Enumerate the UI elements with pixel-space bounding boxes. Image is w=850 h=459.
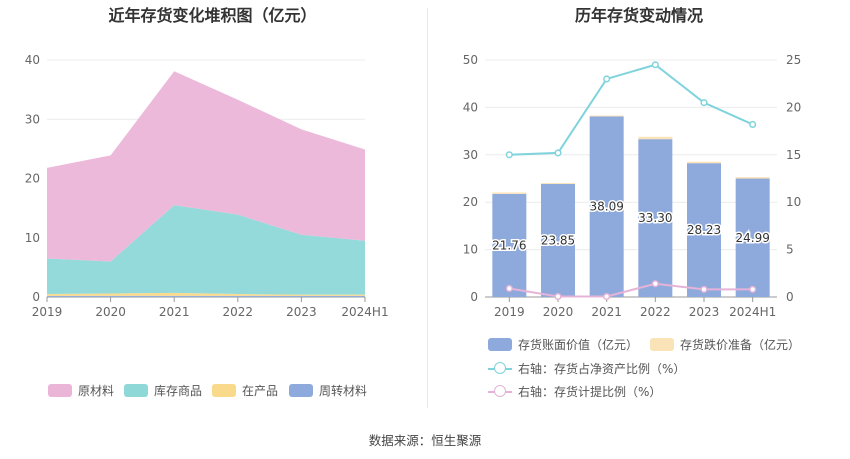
legend-item-raw-materials[interactable]: 原材料 bbox=[48, 382, 114, 399]
area-series-2 bbox=[47, 205, 365, 295]
legend-item-provision-ratio[interactable]: 右轴：存货计提比例（%） bbox=[488, 383, 661, 400]
right-y-tick-label: 40 bbox=[463, 100, 478, 114]
left-y-tick-label: 30 bbox=[25, 112, 40, 126]
right-y2-tick-label: 0 bbox=[786, 290, 794, 304]
legend-item-wip[interactable]: 在产品 bbox=[212, 382, 278, 399]
bar-book-value bbox=[589, 116, 624, 297]
legend-swatch bbox=[650, 338, 674, 351]
point-provision-ratio bbox=[651, 280, 659, 288]
right-y-tick-label: 30 bbox=[463, 148, 478, 162]
right-y-tick-label: 20 bbox=[463, 195, 478, 209]
point-provision-ratio bbox=[749, 285, 757, 293]
right-y2-tick-label: 15 bbox=[786, 148, 801, 162]
point-provision-ratio bbox=[554, 292, 562, 301]
point-net-asset-ratio bbox=[505, 151, 513, 159]
right-x-tick-label: 2020 bbox=[543, 305, 574, 319]
left-x-tick-label: 2022 bbox=[223, 305, 254, 319]
bar-book-value bbox=[492, 193, 527, 297]
left-x-tick-label: 2019 bbox=[32, 305, 63, 319]
bar-data-label: 23.85 bbox=[541, 233, 575, 247]
legend-label: 原材料 bbox=[78, 384, 115, 398]
legend-label: 周转材料 bbox=[319, 384, 368, 398]
right-y2-tick-label: 5 bbox=[786, 243, 794, 257]
point-net-asset-ratio bbox=[749, 120, 757, 129]
legend-line-swatch bbox=[488, 362, 512, 375]
legend-label: 存货账面价值（亿元） bbox=[518, 338, 639, 352]
bar-book-value bbox=[687, 163, 721, 297]
right-x-tick-label: 2023 bbox=[689, 305, 720, 319]
legend-swatch bbox=[289, 384, 313, 397]
right-y-tick-label: 10 bbox=[463, 243, 478, 257]
left-x-tick-label: 2020 bbox=[95, 305, 126, 319]
legend-label: 在产品 bbox=[242, 384, 279, 398]
bar-data-label: 38.09 bbox=[589, 200, 623, 214]
left-x-tick-label: 2021 bbox=[159, 305, 190, 319]
bar-data-label: 33.30 bbox=[638, 211, 672, 225]
line-provision-ratio bbox=[509, 282, 753, 298]
legend-item-net-asset-ratio[interactable]: 右轴：存货占净资产比例（%） bbox=[488, 360, 685, 377]
left-y-tick-label: 20 bbox=[25, 172, 40, 186]
right-chart-title: 历年存货变动情况 bbox=[574, 6, 703, 25]
bar-impairment bbox=[735, 177, 770, 179]
legend-swatch bbox=[212, 384, 236, 397]
bar-book-value bbox=[735, 178, 770, 297]
legend-line-swatch bbox=[488, 385, 512, 398]
legend-item-finished-goods[interactable]: 库存商品 bbox=[124, 382, 202, 399]
right-x-tick-label: 2019 bbox=[494, 305, 525, 319]
point-provision-ratio bbox=[603, 292, 611, 301]
point-net-asset-ratio bbox=[700, 99, 708, 107]
right-x-tick-label: 2022 bbox=[640, 305, 671, 319]
bar-book-value bbox=[638, 139, 673, 297]
left-y-tick-label: 10 bbox=[25, 231, 40, 245]
bar-book-value bbox=[541, 183, 575, 297]
bar-impairment bbox=[541, 183, 575, 184]
legend-label: 右轴：存货计提比例（%） bbox=[518, 385, 662, 399]
right-y2-tick-label: 20 bbox=[786, 100, 801, 114]
area-series-1 bbox=[47, 292, 365, 296]
left-chart-title: 近年存货变化堆积图（亿元） bbox=[108, 6, 317, 25]
bar-impairment bbox=[687, 161, 721, 164]
bar-impairment bbox=[492, 192, 527, 194]
bar-impairment bbox=[589, 115, 624, 117]
bar-impairment bbox=[638, 136, 673, 140]
legend-swatch bbox=[48, 384, 72, 397]
legend-label: 存货跌价准备（亿元） bbox=[680, 338, 801, 352]
point-net-asset-ratio bbox=[554, 149, 562, 157]
left-x-tick-label: 2024H1 bbox=[341, 305, 388, 319]
line-net-asset-ratio bbox=[509, 63, 754, 156]
right-y-tick-label: 50 bbox=[463, 53, 478, 67]
point-net-asset-ratio bbox=[603, 75, 611, 83]
point-provision-ratio bbox=[700, 285, 708, 293]
point-provision-ratio bbox=[505, 284, 513, 293]
area-series-0 bbox=[47, 295, 365, 297]
left-y-tick-label: 0 bbox=[32, 290, 40, 304]
bar-data-label: 21.76 bbox=[492, 238, 526, 252]
right-y-tick-label: 0 bbox=[470, 290, 478, 304]
legend-swatch bbox=[124, 384, 148, 397]
legend-item-turnover-materials[interactable]: 周转材料 bbox=[289, 382, 367, 399]
right-x-tick-label: 2021 bbox=[591, 305, 622, 319]
legend-swatch bbox=[488, 338, 512, 351]
panel-divider bbox=[427, 8, 428, 408]
data-source: 数据来源：恒生聚源 bbox=[368, 433, 482, 448]
legend-label: 库存商品 bbox=[154, 384, 203, 398]
legend-item-book-value[interactable]: 存货账面价值（亿元） bbox=[488, 336, 638, 353]
right-y2-tick-label: 25 bbox=[786, 53, 801, 67]
bar-data-label: 28.23 bbox=[687, 223, 721, 237]
right-y2-tick-label: 10 bbox=[786, 195, 801, 209]
area-series-3 bbox=[47, 71, 365, 262]
bar-data-label: 24.99 bbox=[735, 231, 769, 245]
right-x-tick-label: 2024H1 bbox=[729, 305, 776, 319]
left-y-tick-label: 40 bbox=[25, 53, 40, 67]
legend-item-impairment[interactable]: 存货跌价准备（亿元） bbox=[650, 336, 800, 353]
left-x-tick-label: 2023 bbox=[286, 305, 317, 319]
legend-label: 右轴：存货占净资产比例（%） bbox=[518, 362, 686, 376]
point-net-asset-ratio bbox=[651, 61, 659, 69]
